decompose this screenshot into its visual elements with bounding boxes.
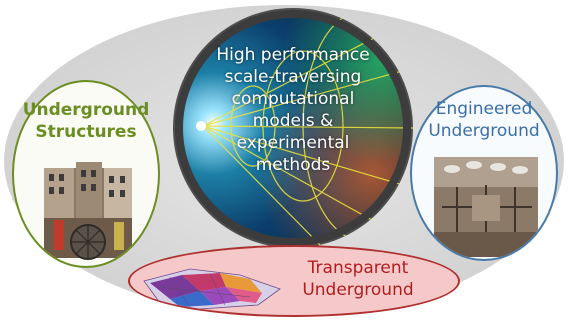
underground-structures-oval	[12, 80, 160, 268]
transparent-underground-oval	[128, 245, 460, 317]
bottom-title-line: Underground	[302, 280, 414, 300]
center-label: High performance scale-traversing comput…	[173, 44, 413, 176]
engineered-underground-oval	[410, 85, 558, 261]
left-title-line: Underground	[22, 100, 150, 120]
center-line: models &	[252, 111, 334, 131]
bottom-title-line: Transparent	[307, 258, 409, 278]
transparent-underground-label: Transparent Underground	[278, 257, 438, 301]
tunnel-construction-photo	[434, 157, 538, 257]
center-line: experimental	[236, 133, 350, 153]
center-line: methods	[255, 155, 331, 175]
engineered-underground-label: Engineered Underground	[410, 98, 558, 142]
left-title-line: Structures	[35, 122, 137, 142]
center-line: computational	[231, 89, 355, 109]
tunnel-visualization	[175, 10, 413, 248]
center-line: scale-traversing	[224, 67, 362, 87]
city-street-photo	[44, 162, 132, 260]
right-title-line: Underground	[428, 121, 540, 141]
center-line: High performance	[216, 45, 370, 65]
right-title-line: Engineered	[435, 99, 533, 119]
underground-structures-label: Underground Structures	[12, 99, 160, 143]
center-circle	[173, 8, 413, 248]
mesh-model-image	[143, 268, 281, 310]
